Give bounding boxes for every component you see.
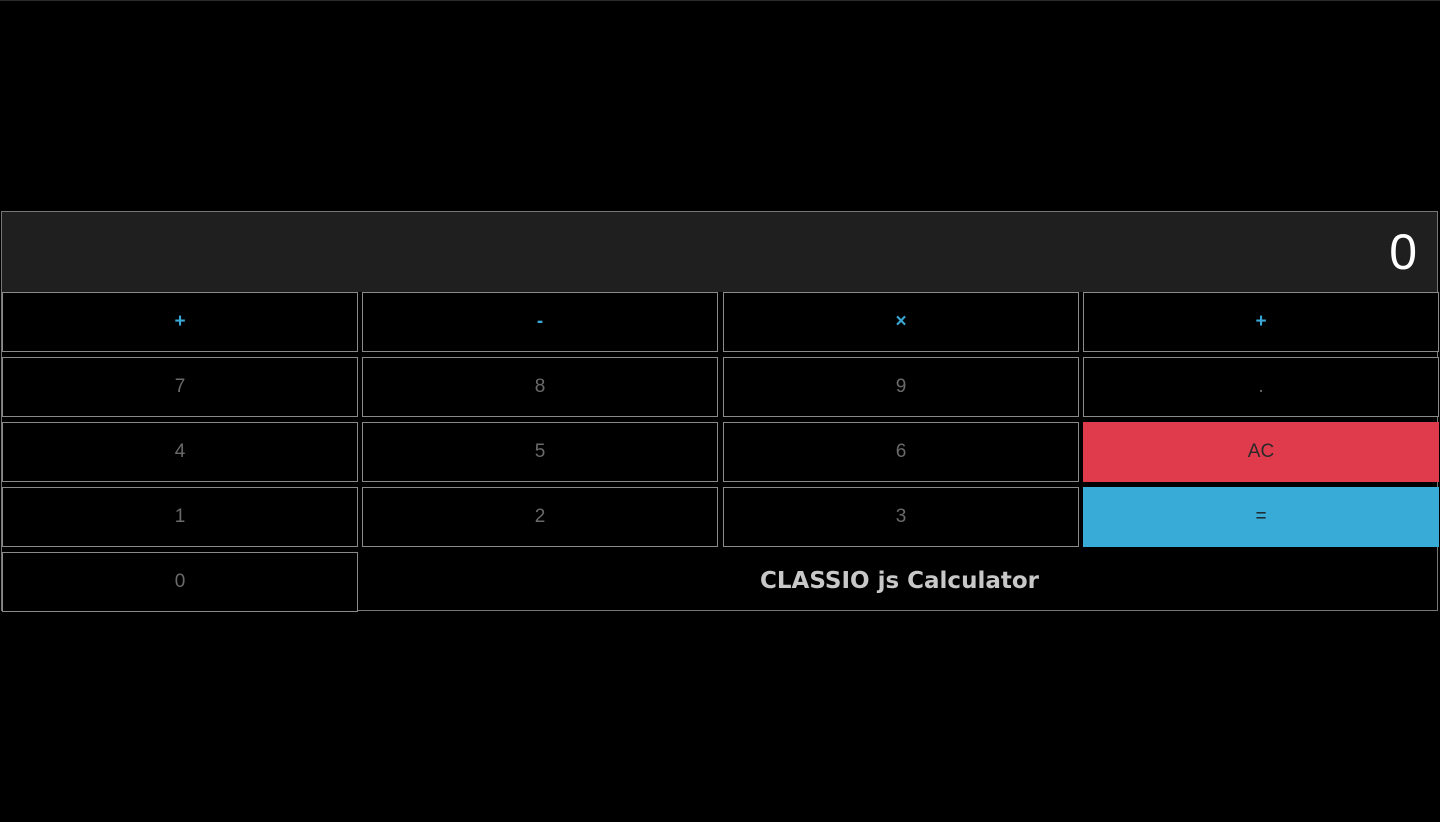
- equals-button[interactable]: =: [1083, 487, 1439, 547]
- divide-button[interactable]: +: [1083, 292, 1439, 352]
- digit-7-button[interactable]: 7: [2, 357, 358, 417]
- brand-title: CLASSIO js Calculator: [760, 568, 1039, 594]
- digit-6-button[interactable]: 6: [723, 422, 1079, 482]
- digit-3-button[interactable]: 3: [723, 487, 1079, 547]
- add-button[interactable]: +: [2, 292, 358, 352]
- calculator: 0 + - × + 7 8 9 . 4 5 6 AC 1 2 3 = 0 CLA…: [1, 211, 1439, 612]
- digit-4-button[interactable]: 4: [2, 422, 358, 482]
- subtract-button[interactable]: -: [362, 292, 718, 352]
- decimal-button[interactable]: .: [1083, 357, 1439, 417]
- digit-8-button[interactable]: 8: [362, 357, 718, 417]
- digit-5-button[interactable]: 5: [362, 422, 718, 482]
- top-divider: [0, 0, 1440, 1]
- digit-1-button[interactable]: 1: [2, 487, 358, 547]
- digit-0-button[interactable]: 0: [2, 552, 358, 612]
- display: 0: [2, 212, 1437, 292]
- digit-2-button[interactable]: 2: [362, 487, 718, 547]
- clear-button[interactable]: AC: [1083, 422, 1439, 482]
- multiply-button[interactable]: ×: [723, 292, 1079, 352]
- digit-9-button[interactable]: 9: [723, 357, 1079, 417]
